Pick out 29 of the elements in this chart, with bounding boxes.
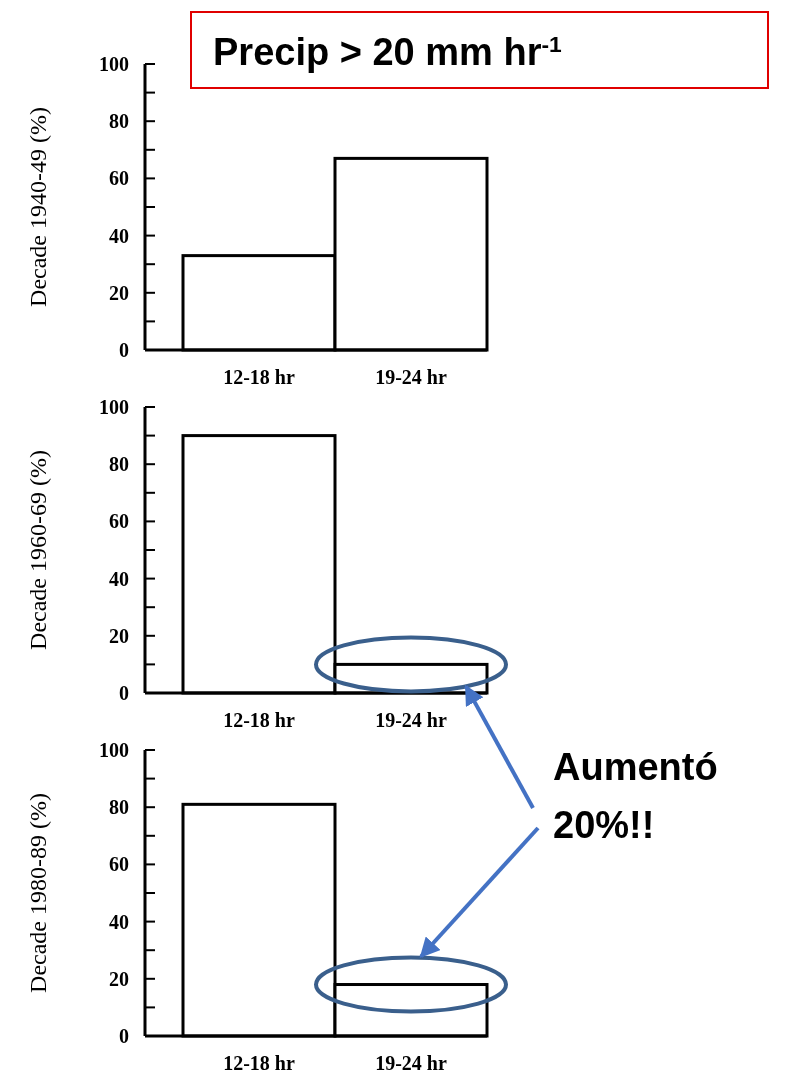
x-tick-label: 19-24 hr xyxy=(375,709,447,731)
x-tick-label: 12-18 hr xyxy=(223,709,295,731)
y-tick-label: 0 xyxy=(119,339,129,361)
y-tick-label: 80 xyxy=(109,110,129,133)
y-tick-label: 40 xyxy=(109,910,129,933)
y-tick-label: 0 xyxy=(119,682,129,704)
x-tick-label: 12-18 hr xyxy=(223,1052,295,1071)
y-tick-label: 60 xyxy=(109,510,129,533)
y-tick-label: 20 xyxy=(109,967,129,990)
x-tick-label: 19-24 hr xyxy=(375,1052,447,1071)
y-axis-title: Decade 1940-49 (%) xyxy=(25,107,51,307)
y-tick-label: 0 xyxy=(119,1025,129,1047)
y-axis-title: Decade 1980-89 (%) xyxy=(25,793,51,993)
chart-title: Precip > 20 mm hr$^{-1}$ xyxy=(213,31,563,73)
y-tick-label: 100 xyxy=(99,53,129,75)
text: Aumentó 20%!! xyxy=(553,746,718,846)
y-tick-label: 80 xyxy=(109,453,129,476)
y-tick-label: 40 xyxy=(109,224,129,247)
y-tick-label: 100 xyxy=(99,739,129,761)
y-tick-label: 40 xyxy=(109,567,129,590)
y-tick-label: 100 xyxy=(99,396,129,418)
y-tick-label: 20 xyxy=(109,281,129,304)
y-tick-label: 20 xyxy=(109,624,129,647)
y-tick-label: 60 xyxy=(109,853,129,876)
y-tick-label: 80 xyxy=(109,796,129,819)
y-tick-label: 60 xyxy=(109,167,129,190)
x-tick-label: 19-24 hr xyxy=(375,366,447,388)
y-axis-title: Decade 1960-69 (%) xyxy=(25,450,51,650)
x-tick-label: 12-18 hr xyxy=(223,366,295,388)
